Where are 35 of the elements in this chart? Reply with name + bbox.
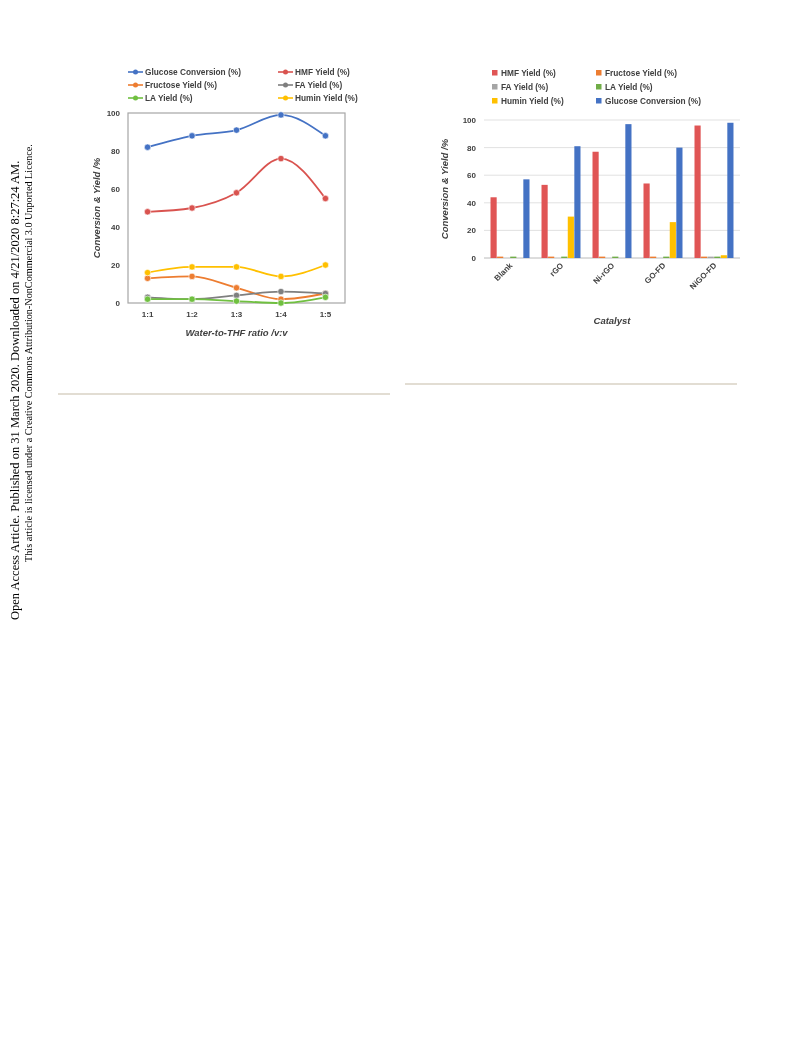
y-tick-label: 20: [111, 261, 121, 270]
y-tick-label: 60: [467, 171, 477, 181]
x-tick-label: 1:5: [319, 310, 332, 319]
y-tick-label: 100: [462, 116, 477, 125]
legend-label: Glucose Conversion (%): [145, 67, 242, 77]
text: This article is licensed under a Creative Commons Attribution-NonCommercial 3.0 Unported Licence.: [23, 144, 34, 562]
legend-label: FA Yield (%): [501, 82, 549, 92]
legend-label: HMF Yield (%): [501, 68, 557, 78]
legend-label: Humin Yield (%): [501, 96, 564, 106]
y-axis-title: Conversion & Yield /%: [439, 138, 450, 240]
legend-label: Fructose Yield (%): [605, 68, 678, 78]
legend-label: Humin Yield (%): [295, 93, 358, 103]
y-tick-label: 80: [467, 143, 477, 153]
y-tick-label: 40: [111, 223, 121, 232]
y-tick-label: 40: [467, 198, 477, 208]
x-axis-title: Water-to-THF ratio /v:v: [185, 327, 289, 338]
legend-label: LA Yield (%): [605, 82, 653, 92]
x-tick-label: 1:2: [186, 310, 199, 319]
legend-label: HMF Yield (%): [295, 67, 351, 77]
text: Open Access Article. Published on 31 March 2020. Downloaded on 4/21/2020 8:27:24 AM.: [8, 160, 22, 620]
y-tick-label: 100: [106, 109, 121, 118]
y-axis-title: Conversion & Yield /%: [91, 157, 102, 259]
y-tick-label: 0: [115, 299, 121, 308]
legend-label: FA Yield (%): [295, 80, 343, 90]
x-tick-label: 1:3: [230, 310, 243, 319]
y-tick-label: 80: [111, 147, 121, 156]
legend-label: Glucose Conversion (%): [605, 96, 702, 106]
x-tick-label: 1:4: [275, 310, 288, 319]
x-axis-title: Catalyst: [593, 315, 632, 326]
legend-label: LA Yield (%): [145, 93, 193, 103]
y-tick-label: 60: [111, 185, 121, 194]
y-tick-label: 0: [471, 254, 477, 263]
x-tick-label: 1:1: [141, 310, 154, 319]
y-tick-label: 20: [467, 226, 477, 236]
legend-label: Fructose Yield (%): [145, 80, 218, 90]
